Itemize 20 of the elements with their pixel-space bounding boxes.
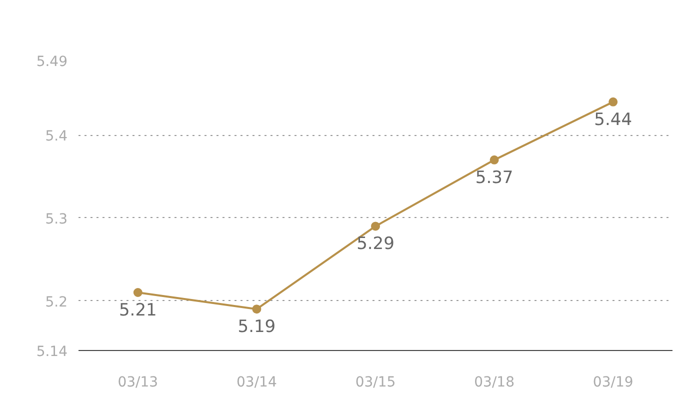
x-tick-label: 03/18 — [474, 374, 514, 390]
data-label: 5.29 — [356, 234, 394, 254]
x-tick-label: 03/19 — [592, 374, 634, 390]
x-tick-label: 03/14 — [236, 374, 277, 390]
x-tick-label: 03/15 — [355, 374, 396, 390]
point — [490, 155, 499, 164]
data-label: 5.44 — [594, 110, 632, 130]
data-label: 5.21 — [118, 300, 157, 320]
y-tick-label: 5.3 — [45, 211, 68, 228]
point — [252, 304, 262, 314]
data-label: 5.37 — [475, 168, 514, 188]
y-tick-label: 5.14 — [36, 344, 68, 360]
point — [608, 97, 618, 106]
point — [133, 288, 142, 297]
y-tick-label: 5.2 — [45, 294, 68, 310]
y-tick-label: 5.4 — [45, 128, 68, 145]
point — [371, 222, 380, 231]
x-tick-label: 03/13 — [118, 374, 158, 390]
y-tick-label: 5.49 — [36, 54, 68, 70]
data-label: 5.19 — [238, 317, 276, 338]
